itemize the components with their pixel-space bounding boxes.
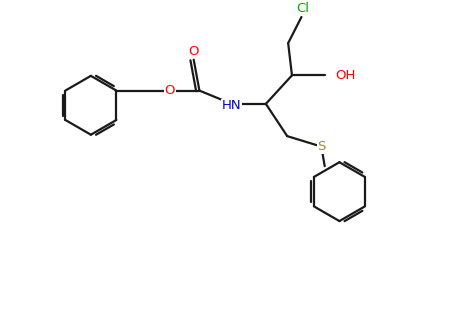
- Text: HN: HN: [222, 99, 241, 112]
- Text: Cl: Cl: [296, 2, 309, 15]
- Text: OH: OH: [336, 69, 356, 82]
- Text: O: O: [188, 45, 199, 58]
- Text: S: S: [317, 140, 326, 153]
- Text: O: O: [165, 84, 175, 97]
